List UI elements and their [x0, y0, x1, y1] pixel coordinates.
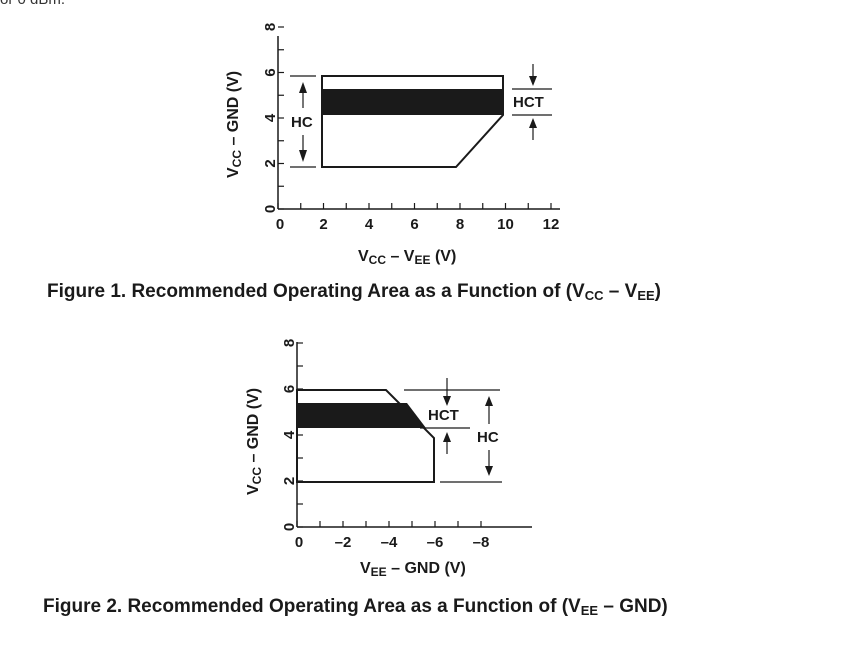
x-tick-label: –2 [335, 534, 352, 551]
x-tick-label: –6 [427, 534, 444, 551]
fig1-hc-dimension [290, 75, 316, 168]
fig2-x-ticks: 0 –2 –4 –6 –8 [295, 521, 490, 551]
fig1-hct-label: HCT [513, 94, 544, 111]
x-tick-label: 10 [497, 216, 514, 233]
x-tick-label: –4 [381, 534, 398, 551]
y-tick-label: 0 [262, 205, 279, 213]
y-tick-label: 4 [281, 430, 298, 439]
fig1-hc-label: HC [291, 114, 313, 131]
fig2-hct-label: HCT [428, 407, 459, 424]
fig2-hc-label: HC [477, 429, 499, 446]
y-tick-label: 2 [281, 477, 298, 485]
fig2-hct-dimension [404, 378, 500, 454]
x-tick-label: 0 [276, 216, 284, 233]
fig2-x-axis-label: VEE – GND (V) [360, 560, 466, 579]
y-tick-label: 8 [262, 23, 279, 31]
fig1-hct-band [322, 89, 503, 115]
figure-1-caption: Figure 1. Recommended Operating Area as … [47, 281, 661, 303]
y-tick-label: 6 [262, 68, 279, 76]
y-tick-label: 0 [281, 523, 298, 531]
top-text-fragment: or 0 dBm. [0, 0, 65, 8]
x-tick-label: 6 [410, 216, 418, 233]
y-tick-label: 6 [281, 385, 298, 393]
fig1-x-axis-label: VCC – VEE (V) [358, 248, 456, 267]
fig2-hc-region [296, 389, 435, 483]
fig1-y-ticks: 0 2 4 6 8 [262, 23, 284, 213]
fig2-y-axis-label: VCC – GND (V) [245, 388, 264, 495]
y-tick-label: 8 [281, 339, 298, 347]
figure-2-chart: 0 –2 –4 –6 –8 0 2 4 6 8 HCT HC VEE – GND (V) VCC… [245, 339, 532, 579]
x-tick-label: –8 [473, 534, 490, 551]
fig2-hc-dimension [440, 396, 502, 483]
fig2-y-ticks: 0 2 4 6 8 [281, 339, 303, 531]
x-tick-label: 4 [365, 216, 374, 233]
fig1-hc-region [321, 75, 504, 168]
figure-2-caption: Figure 2. Recommended Operating Area as … [43, 596, 668, 618]
fig1-y-axis-label: VCC – GND (V) [225, 71, 244, 178]
x-tick-label: 12 [543, 216, 560, 233]
fig1-hct-dimension [512, 64, 552, 140]
x-tick-label: 0 [295, 534, 303, 551]
figure-1-chart: 0 2 4 6 8 10 12 0 2 4 6 8 HC HCT VCC – VEE (V) VCC… [225, 23, 560, 267]
y-tick-label: 4 [262, 113, 279, 122]
x-tick-label: 8 [456, 216, 464, 233]
x-tick-label: 2 [319, 216, 327, 233]
fig1-x-ticks: 0 2 4 6 8 10 12 [276, 203, 560, 233]
y-tick-label: 2 [262, 159, 279, 167]
